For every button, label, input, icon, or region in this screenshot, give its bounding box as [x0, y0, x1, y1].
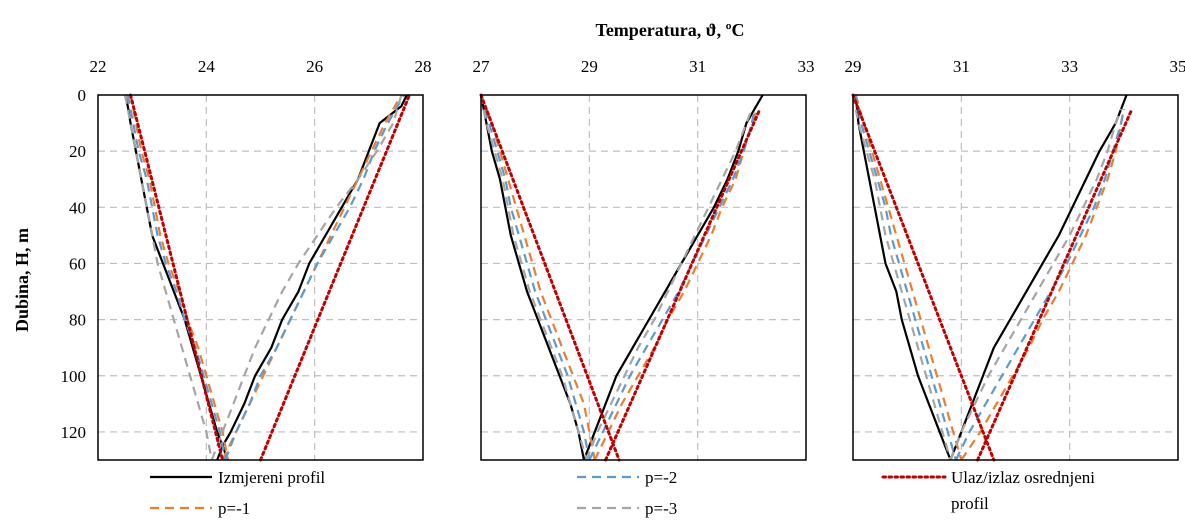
x-tick-label: 35	[1170, 57, 1185, 76]
series-line	[129, 94, 230, 461]
legend-item-p-1: p=-1	[150, 499, 250, 518]
panel-1: 22 24 26 28 0 20 40 60 80 100 120	[61, 57, 432, 462]
y-axis-title: Dubina, H, m	[12, 228, 32, 332]
series-line	[479, 94, 596, 461]
series-p-2	[126, 94, 405, 461]
x-tick-label: 28	[415, 57, 432, 76]
gridlines	[481, 95, 806, 460]
series-line	[221, 94, 403, 461]
series-line	[854, 94, 963, 461]
gridlines	[853, 95, 1178, 460]
x-tick-label: 33	[1061, 57, 1078, 76]
legend-item-p-3: p=-3	[577, 499, 677, 518]
y-tick-label: 80	[69, 311, 86, 330]
series-line	[126, 94, 227, 461]
y-tick-label: 100	[61, 367, 87, 386]
x-tick-label: 29	[845, 57, 862, 76]
legend-item-ulaz-izlaz-osrednjeni-profil: Ulaz/izlaz osrednjeni profil	[881, 468, 1095, 513]
plot-frame	[97, 94, 424, 461]
series-line	[129, 93, 225, 462]
legend-label: p=-1	[218, 499, 250, 518]
legend-item-izmjereni-profil: Izmjereni profil	[150, 468, 325, 487]
series-line	[976, 107, 1134, 462]
legend: Izmjereni profil p=-1 p=-2 p=-3 Ulaz/izlaz o…	[150, 468, 1095, 518]
series-line	[479, 93, 621, 462]
series-p-3	[123, 94, 403, 461]
series-line	[123, 94, 213, 461]
series-p-1	[479, 94, 759, 461]
series-line	[593, 108, 759, 461]
series-line	[854, 94, 957, 461]
series-line	[854, 94, 952, 461]
series-ulaz-izlaz-osrednjeni-profil	[851, 93, 1134, 462]
series-line	[588, 108, 756, 461]
series-ulaz-izlaz-osrednjeni-profil	[479, 93, 762, 462]
series-izmjereni-profil	[124, 94, 408, 461]
legend-label: profil	[951, 494, 989, 513]
y-tick-label: 40	[69, 198, 86, 217]
legend-label: p=-2	[645, 468, 677, 487]
series-line	[259, 93, 411, 462]
x-tick-label: 26	[306, 57, 323, 76]
x-tick-label: 24	[198, 57, 216, 76]
series-line	[210, 94, 403, 461]
series-line	[851, 93, 996, 462]
y-tick-label: 120	[61, 423, 87, 442]
series-p-2	[479, 94, 756, 461]
series-ulaz-izlaz-osrednjeni-profil	[129, 93, 411, 462]
y-tick-label: 20	[69, 142, 86, 161]
series-line	[949, 108, 1123, 461]
series-line	[604, 107, 762, 462]
series-line	[479, 94, 591, 461]
gridlines	[98, 95, 423, 460]
series-line	[949, 94, 1128, 461]
series-line	[582, 94, 764, 461]
y-tick-label: 0	[78, 86, 87, 105]
y-tick-label: 60	[69, 254, 86, 273]
series-p-1	[854, 94, 1125, 461]
panel-3: 29 31 33 35	[845, 57, 1185, 462]
x-axis-title: Temperatura, ϑ, ºC	[595, 20, 744, 40]
chart-panels: 22 24 26 28 0 20 40 60 80 100 120 27 29 31 33 29 31 33 35	[61, 57, 1185, 462]
series-izmjereni-profil	[854, 94, 1128, 461]
series-line	[216, 94, 408, 461]
x-tick-label: 22	[90, 57, 107, 76]
series-line	[479, 94, 586, 461]
x-tick-label: 31	[689, 57, 706, 76]
panel-2: 27 29 31 33	[473, 57, 815, 462]
series-line	[585, 108, 753, 461]
plot-frame	[852, 94, 1179, 461]
series-line	[954, 108, 1125, 461]
legend-item-p-2: p=-2	[577, 468, 677, 487]
series-line	[224, 94, 405, 461]
legend-label: Izmjereni profil	[218, 468, 325, 487]
x-tick-label: 33	[798, 57, 815, 76]
legend-label: Ulaz/izlaz osrednjeni	[951, 468, 1095, 487]
legend-label: p=-3	[645, 499, 677, 518]
plot-frame	[480, 94, 807, 461]
series-line	[479, 94, 588, 461]
series-p-3	[479, 94, 753, 461]
series-line	[851, 94, 952, 461]
x-tick-label: 29	[581, 57, 598, 76]
series-p-3	[851, 94, 1123, 461]
series-p-2	[854, 94, 1125, 461]
series-line	[960, 108, 1125, 461]
x-tick-label: 31	[953, 57, 970, 76]
x-tick-label: 27	[473, 57, 491, 76]
